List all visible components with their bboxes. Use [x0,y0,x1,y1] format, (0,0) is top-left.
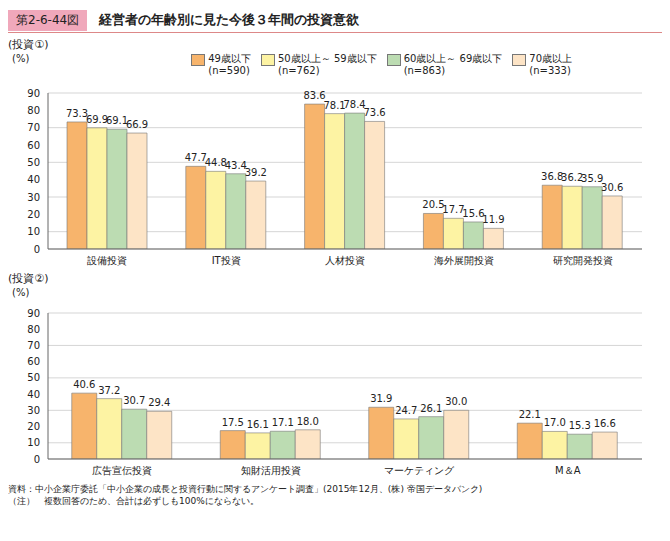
html-text:(n=590): (n=590) [208,65,250,76]
html-text:(投資①): (投資①) [8,38,49,51]
svg-text:20: 20 [27,209,40,220]
html-text:(n=863): (n=863) [403,65,446,76]
html-text:資料：中小企業庁委託「中小企業の成長と投資行動に関するアンケ: 資料：中小企業庁委託「中小企業の成長と投資行動に関するアンケート調査」(2015… [8,484,483,494]
svg-text:M＆A: M＆A [555,465,581,476]
html-text:(投資②): (投資②) [8,272,49,285]
svg-text:66.9: 66.9 [126,119,148,130]
svg-text:70: 70 [27,340,40,351]
svg-text:17.5: 17.5 [222,417,244,428]
html-text:(n=762): (n=762) [278,65,320,76]
html-text:経営者の年齢別に見た今後３年間の投資意欲: 経営者の年齢別に見た今後３年間の投資意欲 [99,12,360,27]
html-text:第2-6-44図: 第2-6-44図 [16,12,80,27]
svg-text:24.7: 24.7 [395,405,417,416]
svg-text:44.8: 44.8 [205,157,227,168]
svg-text:37.2: 37.2 [98,385,120,396]
svg-text:17.0: 17.0 [544,417,566,428]
svg-text:10: 10 [27,226,40,237]
svg-text:69.9: 69.9 [86,114,108,125]
html-text:(n=333): (n=333) [529,65,571,76]
svg-text:広告宣伝投資: 広告宣伝投資 [92,465,152,476]
svg-text:50: 50 [27,372,40,383]
svg-text:90: 90 [27,308,40,319]
html-text:60歳以上～ 69歳以下: 60歳以上～ 69歳以下 [403,53,503,64]
svg-text:73.6: 73.6 [363,107,385,118]
svg-text:マーケティング: マーケティング [384,465,455,476]
svg-text:30.7: 30.7 [123,395,145,406]
svg-text:20: 20 [27,421,40,432]
svg-text:50: 50 [27,157,40,168]
svg-text:0: 0 [34,244,40,255]
svg-text:36.8: 36.8 [541,171,563,182]
svg-text:研究開発投資: 研究開発投資 [553,255,613,266]
svg-text:47.7: 47.7 [185,152,207,163]
svg-text:80: 80 [27,105,40,116]
svg-text:30: 30 [27,405,40,416]
svg-text:設備投資: 設備投資 [87,255,127,266]
html-text:49歳以下: 49歳以下 [208,53,251,64]
svg-text:31.9: 31.9 [370,393,392,404]
html-text:50歳以上～ 59歳以下: 50歳以上～ 59歳以下 [278,53,377,64]
svg-text:69.1: 69.1 [106,115,128,126]
svg-text:17.1: 17.1 [272,417,294,428]
svg-text:15.6: 15.6 [462,208,484,219]
svg-text:20.5: 20.5 [422,199,444,210]
svg-text:22.1: 22.1 [519,409,541,420]
svg-text:60: 60 [27,356,40,367]
svg-text:海外展開投資: 海外展開投資 [434,255,494,266]
svg-text:30: 30 [27,192,40,203]
svg-text:43.4: 43.4 [225,160,247,171]
svg-text:10: 10 [27,437,40,448]
svg-text:83.6: 83.6 [303,90,325,101]
svg-text:人材投資: 人材投資 [325,255,365,266]
svg-text:39.2: 39.2 [245,167,267,178]
svg-text:IT投資: IT投資 [212,255,241,266]
svg-text:16.1: 16.1 [247,419,269,430]
html-text:（注） 複数回答のため、合計は必ずしも100%にならない。: （注） 複数回答のため、合計は必ずしも100%にならない。 [8,496,259,506]
svg-text:11.9: 11.9 [482,214,504,225]
svg-text:16.6: 16.6 [594,418,616,429]
svg-text:70: 70 [27,122,40,133]
svg-text:知財活用投資: 知財活用投資 [241,465,301,476]
svg-text:78.1: 78.1 [323,100,345,111]
svg-text:30.6: 30.6 [601,182,623,193]
svg-text:73.3: 73.3 [66,108,88,119]
svg-text:18.0: 18.0 [297,416,319,427]
svg-text:40.6: 40.6 [73,379,95,390]
svg-text:90: 90 [27,88,40,99]
svg-text:30.0: 30.0 [445,396,467,407]
svg-text:35.9: 35.9 [581,173,603,184]
svg-text:60: 60 [27,140,40,151]
html-text:70歳以上: 70歳以上 [529,53,572,64]
svg-text:17.7: 17.7 [442,204,464,215]
svg-text:80: 80 [27,324,40,335]
svg-text:15.3: 15.3 [569,420,591,431]
svg-text:29.4: 29.4 [148,397,170,408]
svg-text:0: 0 [34,454,40,465]
svg-text:40: 40 [27,174,40,185]
svg-text:26.1: 26.1 [420,403,442,414]
svg-text:40: 40 [27,389,40,400]
svg-text:36.2: 36.2 [561,172,583,183]
svg-text:78.4: 78.4 [343,99,365,110]
